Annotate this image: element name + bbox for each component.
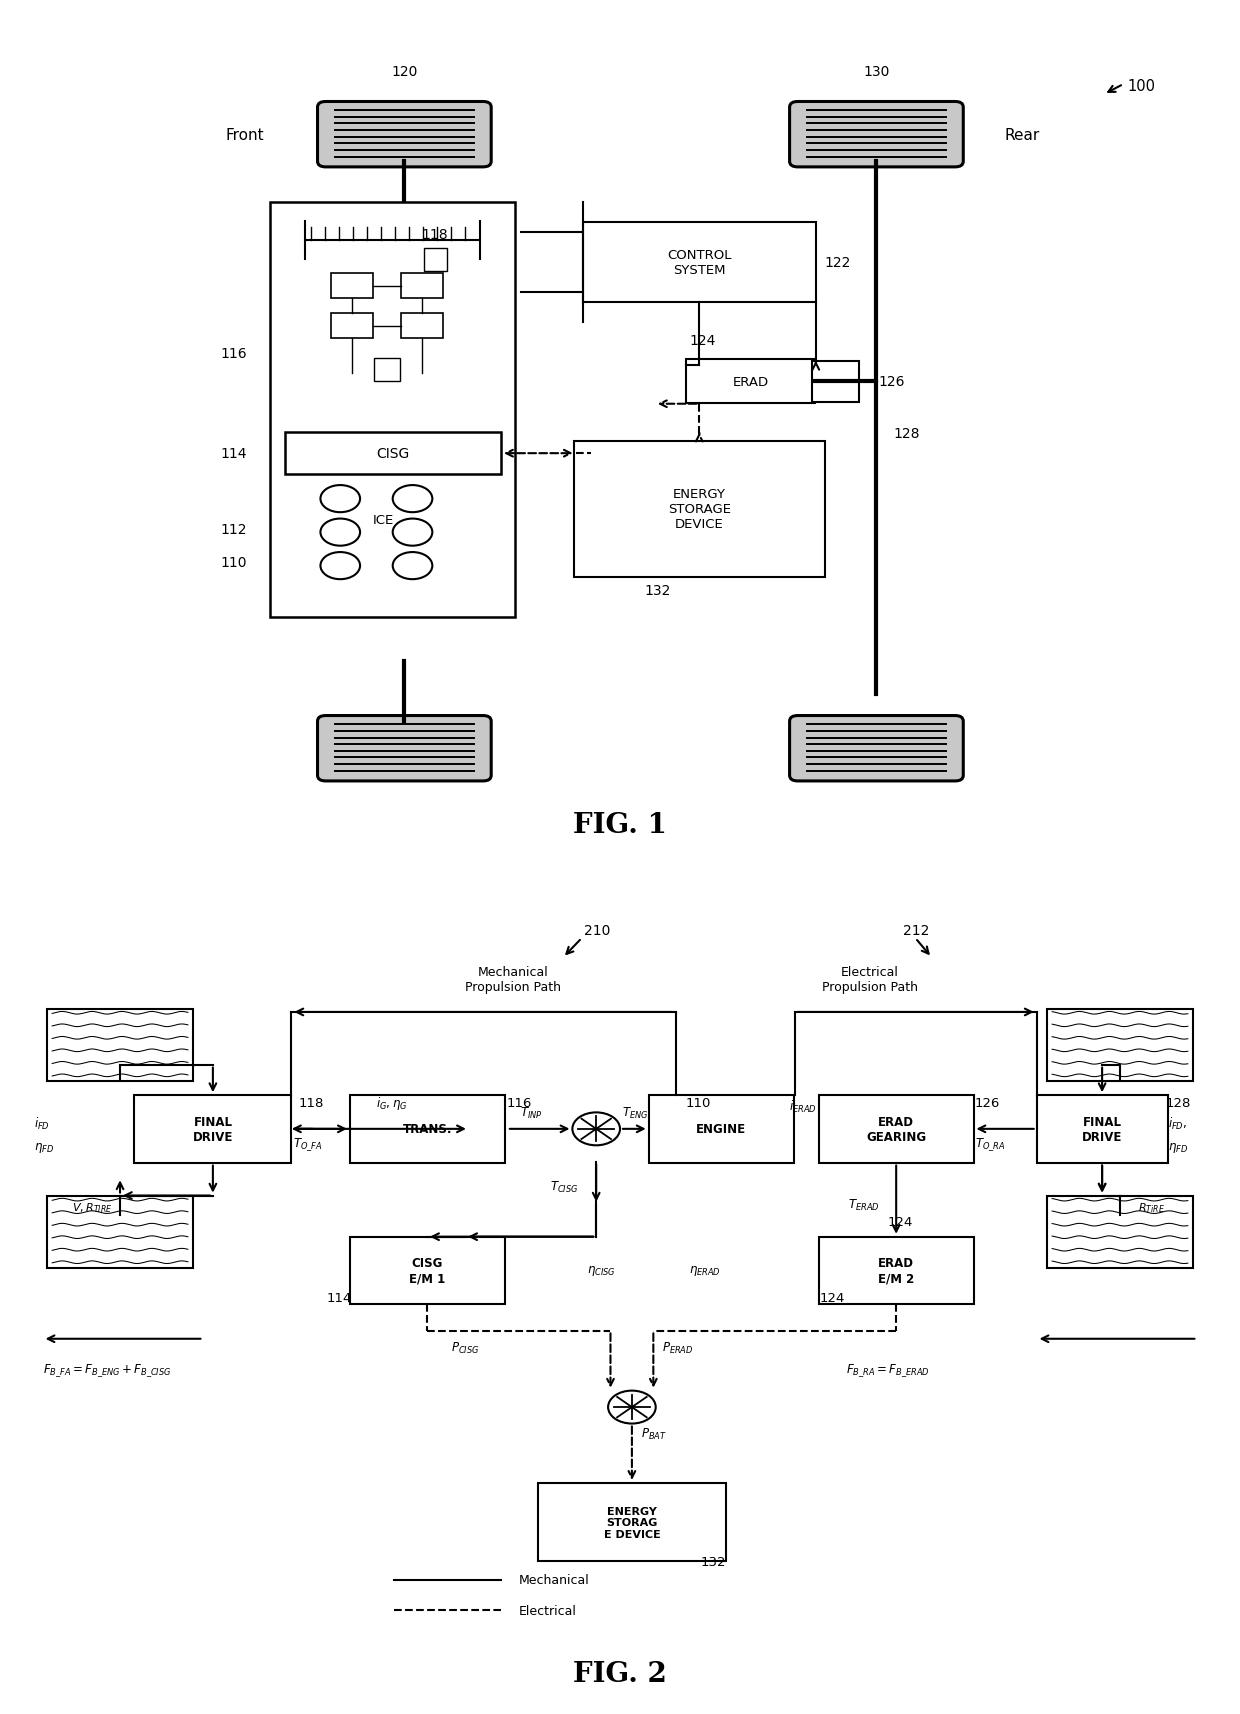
FancyBboxPatch shape (401, 314, 443, 339)
FancyBboxPatch shape (818, 1238, 973, 1304)
Text: $i_{ERAD}$: $i_{ERAD}$ (789, 1099, 816, 1114)
Text: $T_{INP}$: $T_{INP}$ (520, 1106, 543, 1121)
Text: $\eta_{ERAD}$: $\eta_{ERAD}$ (689, 1263, 720, 1277)
Text: TRANS.: TRANS. (403, 1123, 451, 1136)
Text: 128: 128 (894, 427, 920, 440)
FancyBboxPatch shape (538, 1483, 725, 1561)
FancyBboxPatch shape (401, 274, 443, 300)
Text: 132: 132 (644, 584, 671, 598)
Text: 100: 100 (1127, 79, 1154, 94)
Text: 120: 120 (391, 65, 418, 79)
FancyBboxPatch shape (350, 1238, 505, 1304)
Text: ENERGY
STORAGE
DEVICE: ENERGY STORAGE DEVICE (668, 488, 730, 531)
Text: Mechanical
Propulsion Path: Mechanical Propulsion Path (465, 965, 560, 994)
Text: FIG. 2: FIG. 2 (573, 1661, 667, 1687)
FancyBboxPatch shape (1037, 1095, 1168, 1162)
Text: 128: 128 (1166, 1097, 1190, 1109)
Text: $F_{B\_FA} = F_{B\_ENG} + F_{B\_CISG}$: $F_{B\_FA} = F_{B\_ENG} + F_{B\_CISG}$ (42, 1361, 171, 1378)
Text: CISG: CISG (376, 447, 409, 461)
Text: 116: 116 (221, 348, 247, 362)
Text: 212: 212 (903, 924, 930, 938)
Text: $T_{O\_RA}$: $T_{O\_RA}$ (975, 1136, 1006, 1152)
Text: $\eta_{CISG}$: $\eta_{CISG}$ (587, 1263, 615, 1277)
FancyBboxPatch shape (574, 442, 825, 578)
Text: Electrical: Electrical (518, 1604, 577, 1616)
Text: ENERGY
STORAG
E DEVICE: ENERGY STORAG E DEVICE (604, 1507, 660, 1539)
Text: 126: 126 (975, 1097, 1001, 1109)
Text: $\eta_{FD}$: $\eta_{FD}$ (1168, 1140, 1188, 1154)
Text: $T_{ENG}$: $T_{ENG}$ (622, 1106, 649, 1121)
Text: FINAL
DRIVE: FINAL DRIVE (192, 1116, 233, 1143)
Text: 210: 210 (584, 924, 610, 938)
Text: ERAD
E/M 2: ERAD E/M 2 (878, 1256, 914, 1286)
Text: 118: 118 (299, 1097, 324, 1109)
Text: $P_{CISG}$: $P_{CISG}$ (451, 1340, 480, 1354)
FancyBboxPatch shape (790, 103, 963, 168)
Text: $T_{ERAD}$: $T_{ERAD}$ (848, 1198, 879, 1212)
FancyBboxPatch shape (350, 1095, 505, 1162)
Text: 110: 110 (221, 555, 247, 571)
Text: $i_G,\eta_G$: $i_G,\eta_G$ (376, 1094, 408, 1111)
Text: $T_{O\_FA}$: $T_{O\_FA}$ (293, 1136, 322, 1152)
FancyBboxPatch shape (818, 1095, 973, 1162)
FancyBboxPatch shape (1048, 1196, 1193, 1268)
FancyBboxPatch shape (47, 1010, 192, 1082)
Text: 114: 114 (327, 1291, 352, 1304)
FancyBboxPatch shape (812, 362, 859, 403)
Text: FINAL
DRIVE: FINAL DRIVE (1083, 1116, 1122, 1143)
Text: $\eta_{FD}$: $\eta_{FD}$ (35, 1140, 55, 1154)
Text: 124: 124 (888, 1215, 913, 1227)
Text: 132: 132 (701, 1555, 727, 1568)
Text: 124: 124 (820, 1291, 846, 1304)
FancyBboxPatch shape (790, 716, 963, 782)
Text: Electrical
Propulsion Path: Electrical Propulsion Path (822, 965, 918, 994)
Text: 114: 114 (221, 447, 247, 461)
Text: 130: 130 (863, 65, 889, 79)
FancyBboxPatch shape (649, 1095, 794, 1162)
Text: $i_{FD},$: $i_{FD},$ (1168, 1116, 1187, 1131)
Text: CONTROL
SYSTEM: CONTROL SYSTEM (667, 249, 732, 276)
Text: Mechanical: Mechanical (518, 1573, 589, 1587)
FancyBboxPatch shape (1048, 1010, 1193, 1082)
Text: $i_{FD}$: $i_{FD}$ (35, 1116, 51, 1131)
FancyBboxPatch shape (424, 249, 448, 271)
Text: $V, R_{TIRE}$: $V, R_{TIRE}$ (72, 1200, 113, 1214)
FancyBboxPatch shape (583, 223, 816, 302)
FancyBboxPatch shape (270, 202, 515, 617)
Text: 118: 118 (422, 228, 449, 242)
Text: CISG
E/M 1: CISG E/M 1 (409, 1256, 445, 1286)
FancyBboxPatch shape (374, 358, 399, 382)
FancyBboxPatch shape (687, 360, 815, 405)
Text: 126: 126 (879, 375, 905, 389)
Text: 116: 116 (507, 1097, 532, 1109)
Text: ICE: ICE (373, 514, 394, 526)
Text: $R_{TiRE}$: $R_{TiRE}$ (1138, 1200, 1164, 1214)
FancyBboxPatch shape (331, 314, 373, 339)
FancyBboxPatch shape (331, 274, 373, 300)
Text: 110: 110 (686, 1097, 711, 1109)
Text: $F_{B\_RA} = F_{B\_ERAD}$: $F_{B\_RA} = F_{B\_ERAD}$ (846, 1361, 930, 1378)
Text: $T_{CISG}$: $T_{CISG}$ (549, 1179, 578, 1195)
Text: ENGINE: ENGINE (696, 1123, 746, 1136)
Text: Front: Front (226, 127, 264, 142)
Text: FIG. 1: FIG. 1 (573, 811, 667, 838)
FancyBboxPatch shape (134, 1095, 291, 1162)
Text: 124: 124 (689, 334, 715, 348)
Text: ERAD: ERAD (733, 375, 769, 389)
Text: 122: 122 (823, 255, 851, 269)
Text: $P_{BAT}$: $P_{BAT}$ (641, 1426, 667, 1441)
FancyBboxPatch shape (317, 716, 491, 782)
FancyBboxPatch shape (317, 103, 491, 168)
FancyBboxPatch shape (47, 1196, 192, 1268)
Text: $P_{ERAD}$: $P_{ERAD}$ (662, 1340, 693, 1354)
Text: ERAD
GEARING: ERAD GEARING (866, 1116, 926, 1143)
Text: Rear: Rear (1004, 127, 1040, 142)
FancyBboxPatch shape (285, 434, 501, 475)
Text: 112: 112 (221, 523, 247, 536)
